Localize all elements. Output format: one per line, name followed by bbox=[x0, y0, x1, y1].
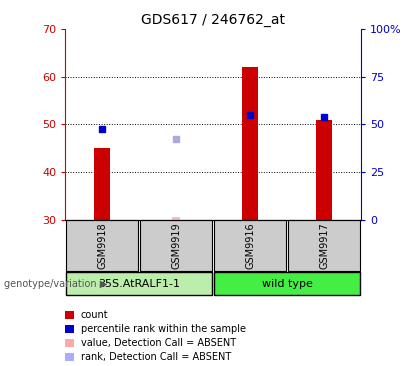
Text: value, Detection Call = ABSENT: value, Detection Call = ABSENT bbox=[81, 338, 236, 348]
Bar bbox=[242, 67, 258, 220]
Text: percentile rank within the sample: percentile rank within the sample bbox=[81, 324, 246, 334]
Text: rank, Detection Call = ABSENT: rank, Detection Call = ABSENT bbox=[81, 352, 231, 362]
Bar bbox=[94, 148, 110, 220]
Text: GSM9918: GSM9918 bbox=[97, 222, 107, 269]
Bar bbox=[214, 220, 286, 271]
Text: count: count bbox=[81, 310, 108, 320]
Bar bbox=[316, 120, 332, 220]
Bar bbox=[140, 220, 213, 271]
Bar bbox=[66, 272, 213, 295]
Bar bbox=[66, 220, 138, 271]
Text: GSM9919: GSM9919 bbox=[171, 222, 181, 269]
Bar bbox=[214, 272, 360, 295]
Bar bbox=[172, 217, 180, 220]
Text: 35S.AtRALF1-1: 35S.AtRALF1-1 bbox=[98, 279, 180, 289]
Text: GSM9917: GSM9917 bbox=[319, 222, 329, 269]
Text: GSM9916: GSM9916 bbox=[245, 222, 255, 269]
Text: wild type: wild type bbox=[262, 279, 312, 289]
Text: genotype/variation ▶: genotype/variation ▶ bbox=[4, 279, 108, 289]
Bar bbox=[288, 220, 360, 271]
Title: GDS617 / 246762_at: GDS617 / 246762_at bbox=[141, 13, 285, 27]
